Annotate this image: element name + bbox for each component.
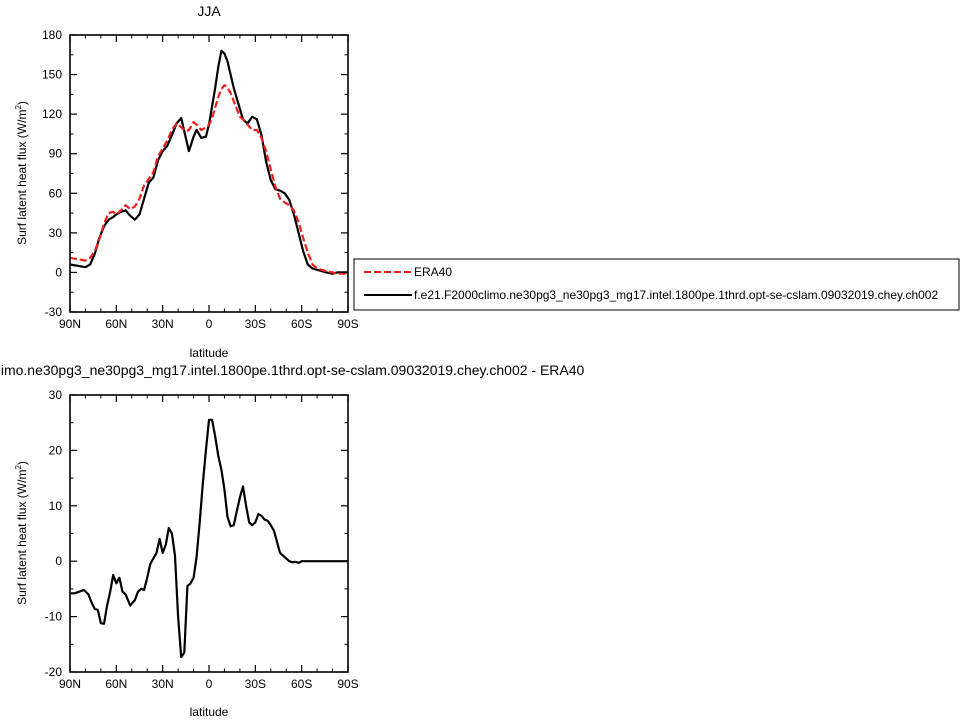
top-chart-frame [69,34,349,313]
top-chart-xlabel: latitude [190,346,229,360]
bottom-ytick-label: 0 [55,554,62,568]
top-series-line-1 [69,49,348,275]
bottom-chart: f.e21.F2000climo.ne30pg3_ne30pg3_mg17.in… [0,362,585,719]
top-ytick-label: 150 [42,68,62,82]
bottom-xtick-label: 30S [245,677,266,691]
bottom-series-line-0 [70,418,348,659]
top-ytick-label: 30 [49,226,63,240]
top-ytick-label: -30 [45,305,63,319]
top-ytick-label: 180 [42,28,62,42]
bottom-chart-series-lines [70,418,348,659]
top-chart-ticks: 90N 60N 30N 0 30S 60S 90S -30 0 30 60 90 120 150 180 [42,28,359,331]
top-xtick-label: 60N [105,317,127,331]
bottom-xtick-label: 30N [152,677,174,691]
legend-label-era40: ERA40 [414,265,452,279]
bottom-xtick-label: 90S [337,677,358,691]
top-chart-ylabel: Surf latent heat flux (W/m2) [14,101,29,245]
top-xtick-label: 60S [291,317,312,331]
top-xtick-label: 30N [152,317,174,331]
legend: ERA40 f.e21.F2000climo.ne30pg3_ne30pg3_m… [353,258,960,311]
bottom-xtick-label: 60N [105,677,127,691]
bottom-chart-ylabel: Surf latent heat flux (W/m2) [14,461,29,605]
top-xtick-label: 0 [206,317,213,331]
top-chart-series-lines [69,49,348,275]
top-xtick-label: 90S [337,317,358,331]
bottom-chart-title: f.e21.F2000climo.ne30pg3_ne30pg3_mg17.in… [0,362,585,378]
bottom-xtick-label: 0 [206,677,213,691]
bottom-xtick-label: 60S [291,677,312,691]
bottom-ytick-label: -20 [45,665,63,679]
bottom-chart-frame [69,394,349,673]
bottom-xtick-label: 90N [59,677,81,691]
top-xtick-label: 90N [59,317,81,331]
top-ytick-label: 60 [49,186,63,200]
bottom-ytick-label: 10 [49,499,63,513]
top-ytick-label: 0 [55,265,62,279]
bottom-chart-xlabel: latitude [190,705,229,719]
bottom-ytick-label: 30 [49,388,63,402]
top-chart-title: JJA [197,3,221,19]
legend-label-model: f.e21.F2000climo.ne30pg3_ne30pg3_mg17.in… [414,288,938,302]
top-ytick-label: 90 [49,147,63,161]
top-xtick-label: 30S [245,317,266,331]
bottom-chart-ticks: 90N 60N 30N 0 30S 60S 90S -20 -10 0 10 20 30 [45,388,359,691]
bottom-ytick-label: -10 [45,610,63,624]
top-chart: JJA 90N 60N 30N 0 30S 60S 90S -30 0 30 60 90 120 150 1… [14,3,359,360]
bottom-ytick-label: 20 [49,443,63,457]
top-series-line-0 [69,83,348,275]
top-ytick-label: 120 [42,107,62,121]
legend-box [353,258,960,311]
